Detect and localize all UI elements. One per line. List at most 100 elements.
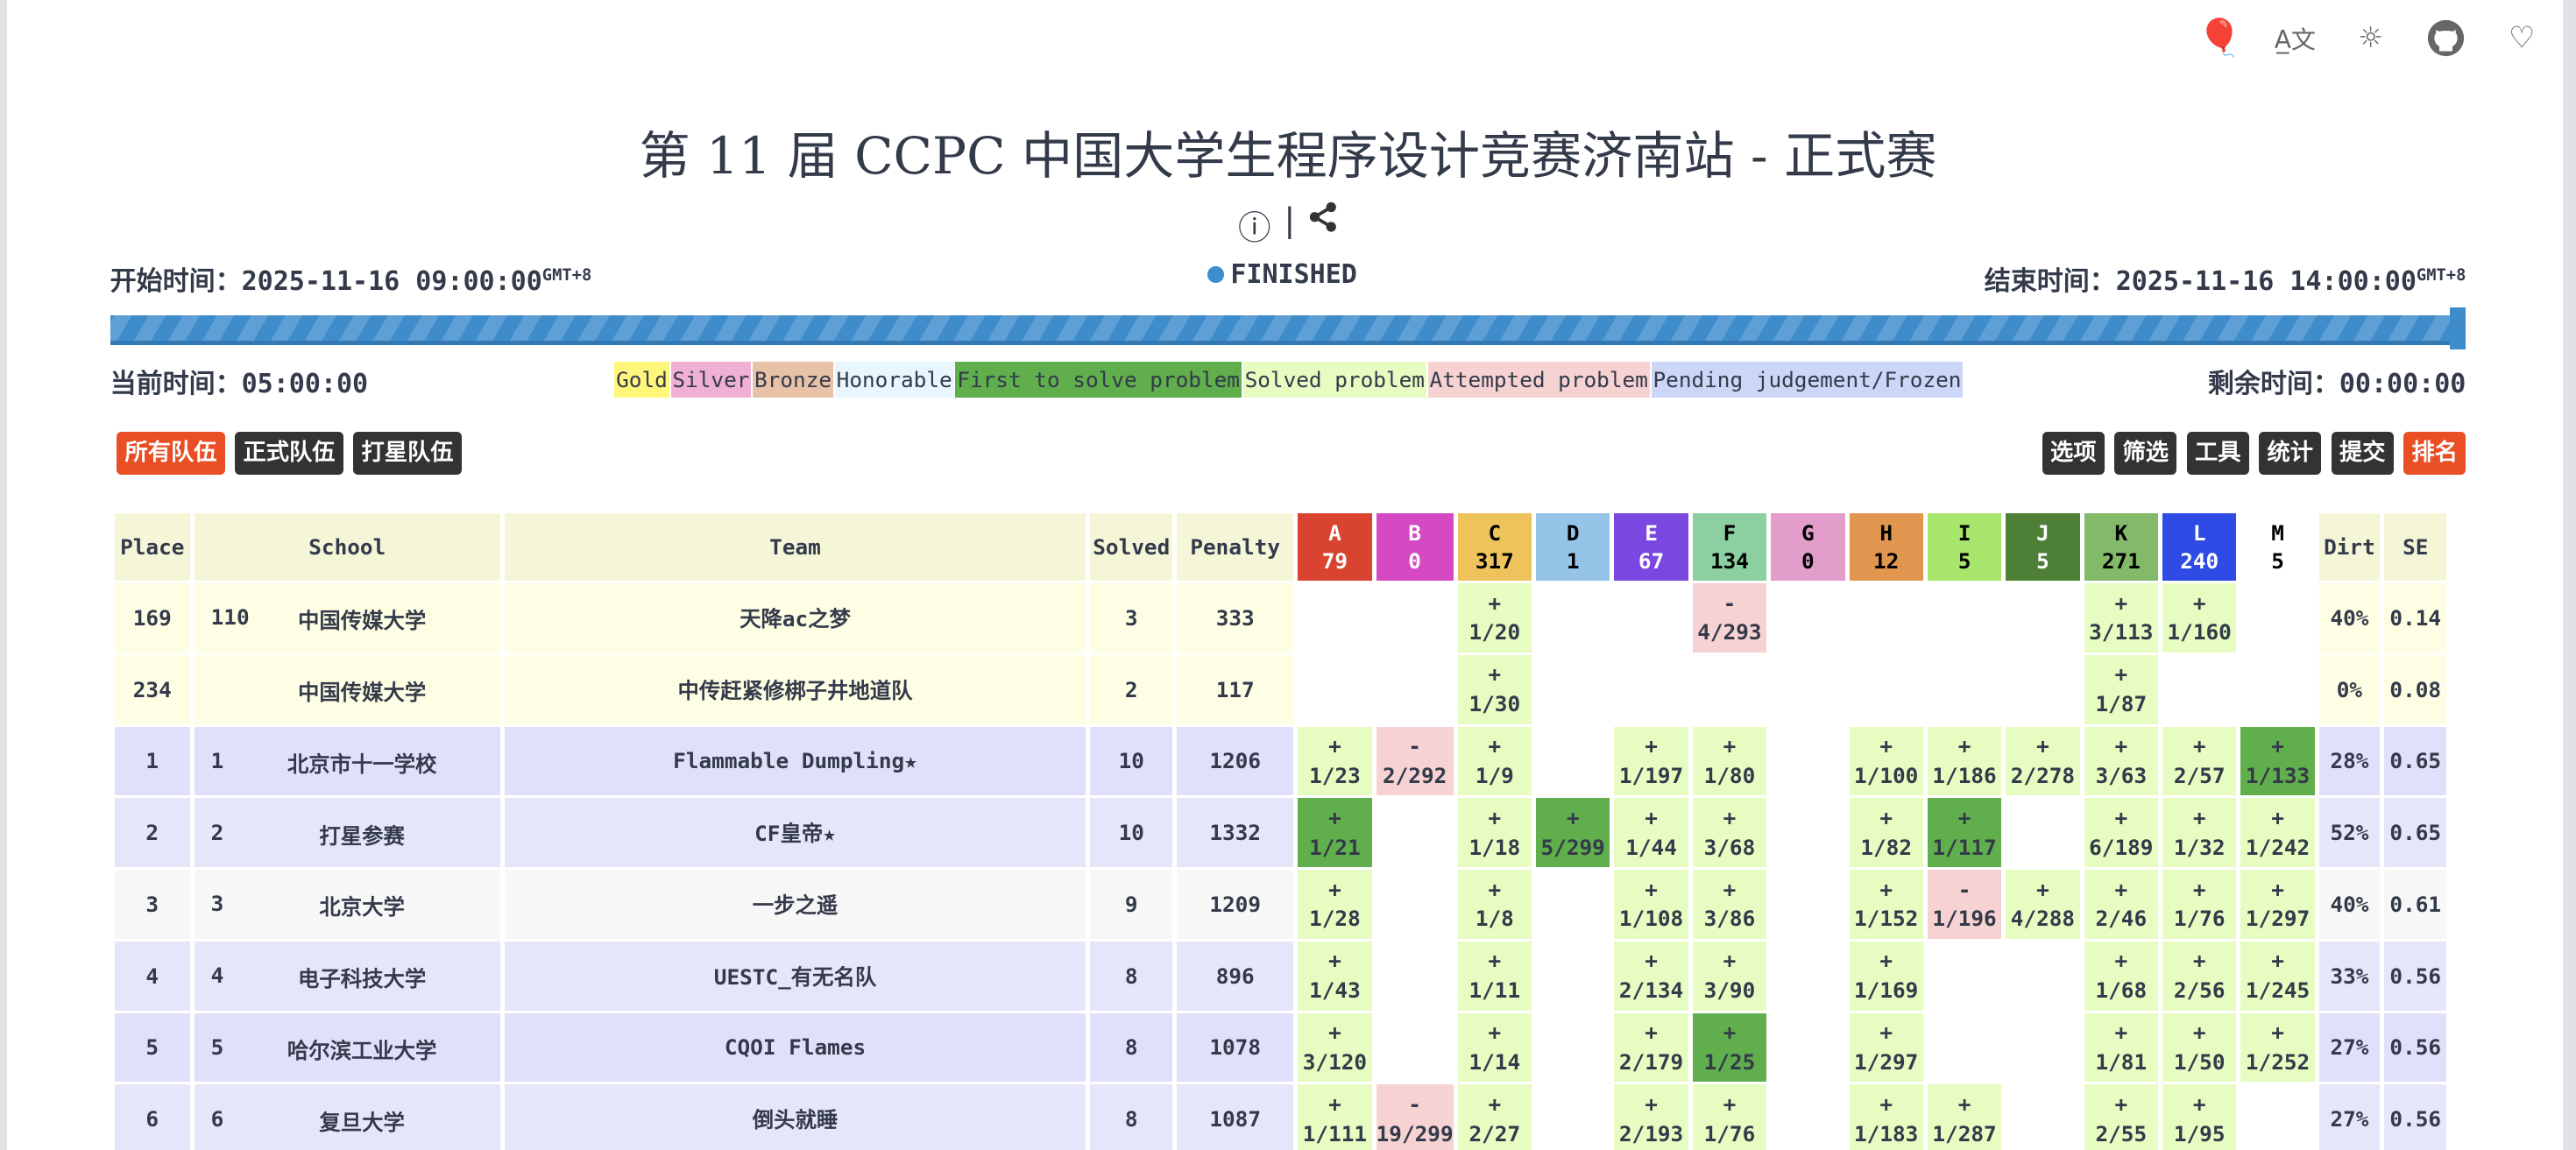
tool-button-0[interactable]: 选项 (2042, 432, 2105, 475)
problem-cell-A[interactable]: +1/23 (1298, 726, 1372, 796)
problem-cell-L[interactable]: +1/95 (2162, 1084, 2237, 1150)
problem-cell-F[interactable]: +3/90 (1692, 941, 1767, 1011)
share-icon[interactable] (1308, 201, 1338, 249)
problem-cell-M[interactable]: +1/252 (2240, 1012, 2315, 1083)
problem-cell-L[interactable]: +2/56 (2162, 941, 2237, 1011)
header-team[interactable]: Team (504, 513, 1086, 581)
problem-cell-C[interactable]: +1/14 (1457, 1012, 1532, 1083)
problem-cell-I[interactable]: +1/117 (1927, 798, 2002, 867)
problem-cell-F[interactable]: +3/86 (1692, 870, 1767, 939)
problem-cell-I[interactable]: +1/186 (1927, 726, 2002, 796)
tool-button-3[interactable]: 统计 (2259, 432, 2322, 475)
problem-cell-H[interactable]: +1/152 (1849, 870, 1923, 939)
problem-cell-L[interactable]: +1/160 (2162, 583, 2237, 653)
problem-cell-L[interactable]: +2/57 (2162, 726, 2237, 796)
problem-cell-H[interactable]: +1/297 (1849, 1012, 1923, 1083)
header-problem-H[interactable]: H 12 (1849, 513, 1923, 581)
problem-cell-I[interactable]: - 1/196 (1927, 870, 2002, 939)
problem-cell-M[interactable]: +1/245 (2240, 941, 2315, 1011)
header-problem-L[interactable]: L 240 (2162, 513, 2237, 581)
problem-cell-F[interactable]: +1/25 (1692, 1012, 1767, 1083)
problem-cell-E[interactable]: +1/197 (1614, 726, 1688, 796)
info-icon[interactable]: ⓘ (1238, 208, 1271, 247)
problem-cell-L[interactable]: +1/32 (2162, 798, 2237, 867)
problem-cell-E[interactable]: +1/108 (1614, 870, 1688, 939)
scrollbar[interactable] (2563, 0, 2576, 1150)
problem-cell-J[interactable]: +2/278 (2006, 726, 2080, 796)
problem-cell-K[interactable]: +1/87 (2084, 654, 2158, 724)
problem-cell-B[interactable]: - 2/292 (1376, 726, 1454, 796)
problem-cell-A[interactable]: +1/111 (1298, 1084, 1372, 1150)
problem-cell-C[interactable]: +1/8 (1457, 870, 1532, 939)
table-row[interactable]: 169 110 中国传媒大学 天降ac之梦 3 333 +1/20-4/293 +3/113 +… (114, 583, 2447, 653)
header-problem-C[interactable]: C 317 (1457, 513, 1532, 581)
tool-button-1[interactable]: 筛选 (2114, 432, 2177, 475)
balloon-icon[interactable]: 🎈 (2197, 16, 2242, 59)
problem-cell-E[interactable]: +2/193 (1614, 1084, 1688, 1150)
problem-cell-A[interactable]: +3/120 (1298, 1012, 1372, 1083)
problem-cell-M[interactable]: +1/133 (2240, 726, 2315, 796)
sun-icon[interactable]: ☼ (2360, 17, 2382, 60)
problem-cell-M[interactable]: +1/297 (2240, 870, 2315, 939)
problem-cell-C[interactable]: +1/11 (1457, 941, 1532, 1011)
filter-button-0[interactable]: 所有队伍 (117, 432, 225, 475)
table-row[interactable]: 3 3 北京大学 一步之遥 9 1209 +1/28 +1/8 +1/108 +3/86 +1/15… (114, 870, 2447, 939)
problem-cell-H[interactable]: +1/82 (1849, 798, 1923, 867)
problem-cell-C[interactable]: +1/30 (1457, 654, 1532, 724)
problem-cell-C[interactable]: +1/18 (1457, 798, 1532, 867)
problem-cell-A[interactable]: +1/43 (1298, 941, 1372, 1011)
problem-cell-C[interactable]: +1/20 (1457, 583, 1532, 653)
table-row[interactable]: 4 4 电子科技大学 UESTC_有无名队 8 896 +1/43 +1/11 +2/134 +3… (114, 941, 2447, 1011)
filter-button-2[interactable]: 打星队伍 (353, 432, 462, 475)
problem-cell-C[interactable]: +1/9 (1457, 726, 1532, 796)
header-problem-F[interactable]: F 134 (1692, 513, 1767, 581)
problem-cell-F[interactable]: +3/68 (1692, 798, 1767, 867)
problem-cell-A[interactable]: +1/21 (1298, 798, 1372, 867)
problem-cell-K[interactable]: +6/189 (2084, 798, 2158, 867)
tool-button-5[interactable]: 排名 (2403, 432, 2466, 475)
problem-cell-K[interactable]: +1/68 (2084, 941, 2158, 1011)
problem-cell-K[interactable]: +3/63 (2084, 726, 2158, 796)
header-school[interactable]: School (194, 513, 500, 581)
problem-cell-K[interactable]: +3/113 (2084, 583, 2158, 653)
problem-cell-H[interactable]: +1/183 (1849, 1084, 1923, 1150)
problem-cell-H[interactable]: +1/169 (1849, 941, 1923, 1011)
problem-cell-A[interactable]: +1/28 (1298, 870, 1372, 939)
problem-cell-B[interactable]: - 19/299 (1376, 1084, 1454, 1150)
table-row[interactable]: 2 2 打星参赛 CF皇帝★ 10 1332 +1/21 +1/18 +5/299 +1/44 +3… (114, 798, 2447, 867)
problem-cell-F[interactable]: +1/76 (1692, 1084, 1767, 1150)
problem-cell-H[interactable]: +1/100 (1849, 726, 1923, 796)
problem-cell-L[interactable]: +1/50 (2162, 1012, 2237, 1083)
progress-handle[interactable] (2449, 307, 2466, 350)
translate-icon[interactable]: A̲文 (2274, 25, 2317, 54)
header-place[interactable]: Place (114, 513, 190, 581)
header-solved[interactable]: Solved (1090, 513, 1173, 581)
heart-icon[interactable]: ♡ (2510, 17, 2533, 60)
table-row[interactable]: 1 1 北京市十一学校 Flammable Dumpling★ 10 1206 +1/23-… (114, 726, 2447, 796)
problem-cell-F[interactable]: +1/80 (1692, 726, 1767, 796)
header-problem-E[interactable]: E 67 (1614, 513, 1688, 581)
table-row[interactable]: 234 中国传媒大学 中传赶紧修梆子井地道队 2 117 +1/30 +1/87 0% 0.08 (114, 654, 2447, 724)
problem-cell-E[interactable]: +2/134 (1614, 941, 1688, 1011)
problem-cell-E[interactable]: +1/44 (1614, 798, 1688, 867)
table-row[interactable]: 6 6 复旦大学 倒头就睡 8 1087 +1/111-19/299 +2/27 +2/193 +… (114, 1084, 2447, 1150)
problem-cell-K[interactable]: +1/81 (2084, 1012, 2158, 1083)
problem-cell-D[interactable]: +5/299 (1536, 798, 1610, 867)
tool-button-4[interactable]: 提交 (2331, 432, 2394, 475)
problem-cell-K[interactable]: +2/55 (2084, 1084, 2158, 1150)
problem-cell-L[interactable]: +1/76 (2162, 870, 2237, 939)
header-problem-A[interactable]: A 79 (1298, 513, 1372, 581)
header-penalty[interactable]: Penalty (1177, 513, 1294, 581)
header-dirt[interactable]: Dirt (2318, 513, 2381, 581)
problem-cell-I[interactable]: +1/287 (1927, 1084, 2002, 1150)
problem-cell-J[interactable]: +4/288 (2006, 870, 2080, 939)
problem-cell-M[interactable]: +1/242 (2240, 798, 2315, 867)
header-problem-K[interactable]: K 271 (2084, 513, 2158, 581)
tool-button-2[interactable]: 工具 (2186, 432, 2249, 475)
problem-cell-K[interactable]: +2/46 (2084, 870, 2158, 939)
